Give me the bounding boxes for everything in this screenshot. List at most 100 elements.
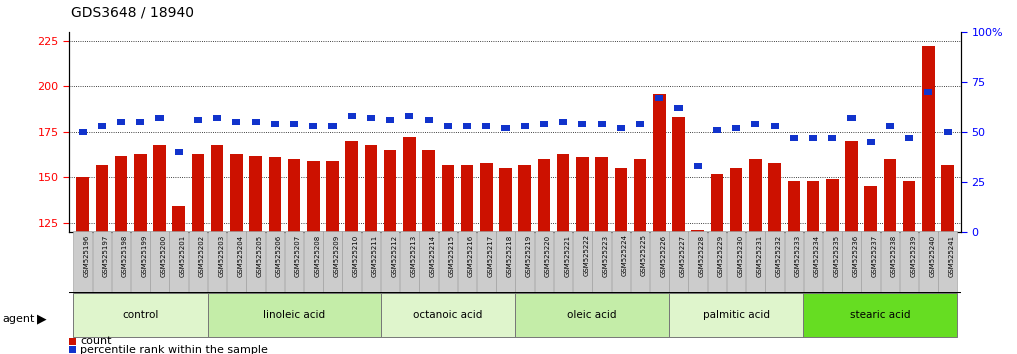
Bar	[847, 115, 855, 121]
Text: ▶: ▶	[37, 312, 46, 325]
Bar	[611, 231, 631, 292]
Bar	[884, 159, 896, 232]
Bar	[380, 293, 516, 337]
Bar	[689, 231, 707, 292]
Bar	[708, 231, 726, 292]
Text: GSM525222: GSM525222	[584, 234, 589, 276]
Text: GSM525196: GSM525196	[83, 234, 89, 277]
Bar	[538, 159, 550, 232]
Bar	[76, 177, 88, 232]
Bar	[367, 115, 375, 121]
Text: GSM525231: GSM525231	[757, 234, 763, 277]
Bar	[672, 117, 684, 232]
Bar	[769, 163, 781, 232]
Bar	[441, 165, 454, 232]
Bar	[424, 117, 432, 122]
Bar	[307, 161, 319, 232]
Text: GSM525230: GSM525230	[737, 234, 743, 277]
Bar	[655, 95, 663, 101]
Text: palmitic acid: palmitic acid	[703, 310, 770, 320]
Text: GSM525202: GSM525202	[199, 234, 204, 276]
Text: GSM525203: GSM525203	[218, 234, 224, 277]
Bar	[189, 231, 207, 292]
Bar	[809, 135, 817, 141]
Bar	[803, 231, 823, 292]
Bar	[78, 129, 86, 135]
Bar	[211, 144, 224, 232]
Bar	[96, 165, 108, 232]
Bar	[73, 231, 92, 292]
Text: GSM525221: GSM525221	[564, 234, 571, 276]
Text: GSM525220: GSM525220	[545, 234, 551, 276]
Text: GSM525199: GSM525199	[141, 234, 147, 277]
Bar	[251, 119, 259, 125]
Bar	[787, 181, 800, 232]
Text: GSM525229: GSM525229	[718, 234, 724, 276]
Text: GSM525224: GSM525224	[621, 234, 627, 276]
Text: GDS3648 / 18940: GDS3648 / 18940	[71, 5, 194, 19]
Text: GSM525226: GSM525226	[660, 234, 666, 276]
Bar	[365, 144, 377, 232]
Text: oleic acid: oleic acid	[567, 310, 616, 320]
Bar	[461, 165, 473, 232]
Bar	[268, 157, 281, 232]
Bar	[288, 159, 300, 232]
Text: GSM525204: GSM525204	[237, 234, 243, 276]
Bar	[381, 231, 400, 292]
Bar	[669, 293, 803, 337]
Bar	[249, 155, 261, 232]
Bar	[438, 231, 457, 292]
Bar	[557, 154, 570, 232]
Bar	[922, 46, 935, 232]
Bar	[803, 293, 957, 337]
Bar	[614, 168, 627, 232]
Bar	[112, 231, 130, 292]
Bar	[730, 168, 742, 232]
Bar	[826, 179, 839, 232]
Bar	[942, 165, 954, 232]
Text: GSM525241: GSM525241	[949, 234, 955, 276]
Bar	[674, 105, 682, 110]
Bar	[636, 121, 644, 127]
Bar	[98, 123, 106, 129]
Bar	[156, 115, 164, 121]
Text: GSM525205: GSM525205	[256, 234, 262, 276]
Text: GSM525218: GSM525218	[506, 234, 513, 277]
Bar	[422, 150, 435, 232]
Text: agent: agent	[2, 314, 35, 324]
Bar	[214, 115, 222, 121]
Bar	[290, 121, 298, 127]
Bar	[886, 123, 894, 129]
Text: GSM525208: GSM525208	[314, 234, 320, 277]
Bar	[864, 187, 877, 232]
Bar	[403, 137, 416, 232]
Bar	[194, 117, 202, 122]
Bar	[232, 119, 240, 125]
Text: GSM525214: GSM525214	[429, 234, 435, 276]
Bar	[900, 231, 918, 292]
Bar	[175, 149, 183, 155]
Bar	[845, 141, 857, 232]
Text: stearic acid: stearic acid	[850, 310, 910, 320]
Bar	[650, 231, 668, 292]
Bar	[823, 231, 841, 292]
Text: GSM525201: GSM525201	[180, 234, 186, 277]
Bar	[784, 231, 803, 292]
Bar	[384, 150, 397, 232]
Text: percentile rank within the sample: percentile rank within the sample	[80, 344, 268, 354]
Text: GSM525213: GSM525213	[410, 234, 416, 277]
Text: GSM525239: GSM525239	[910, 234, 916, 277]
Bar	[669, 231, 687, 292]
Bar	[69, 338, 76, 345]
Bar	[752, 121, 760, 127]
Bar	[480, 163, 492, 232]
Bar	[559, 119, 567, 125]
Text: control: control	[122, 310, 159, 320]
Bar	[328, 123, 337, 129]
Bar	[866, 139, 875, 144]
Text: GSM525228: GSM525228	[699, 234, 705, 276]
Bar	[477, 231, 495, 292]
Text: GSM525240: GSM525240	[930, 234, 936, 276]
Text: GSM525200: GSM525200	[161, 234, 167, 277]
Bar	[386, 117, 395, 122]
